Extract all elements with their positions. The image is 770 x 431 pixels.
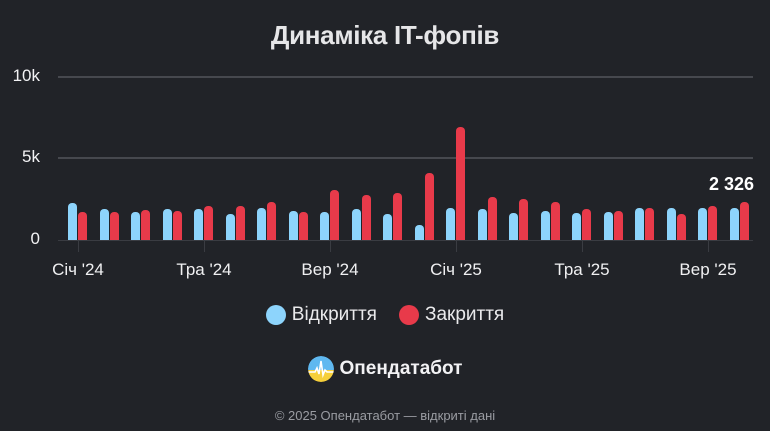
y-tick-label: 10k <box>12 66 40 85</box>
legend-label: Закриття <box>424 304 505 325</box>
closings-bar[interactable] <box>519 199 528 240</box>
openings-bar[interactable] <box>99 209 109 240</box>
openings-bar[interactable] <box>477 209 487 240</box>
legend-item-openings[interactable]: Відкриття <box>265 304 377 326</box>
closings-bar[interactable] <box>739 202 749 240</box>
openings-bar[interactable] <box>68 203 77 240</box>
closings-bar[interactable] <box>204 206 213 240</box>
x-tick-label: Січ '24 <box>52 260 104 279</box>
opendatabot-logo-icon <box>307 356 334 382</box>
openings-bar[interactable] <box>729 208 739 240</box>
brand-name: Опендатабот <box>339 358 463 379</box>
x-tick-label: Вер '25 <box>679 260 737 279</box>
x-tick-label: Січ '25 <box>430 260 482 279</box>
legend-item-closings[interactable]: Закриття <box>398 304 505 326</box>
openings-bar[interactable] <box>603 212 613 240</box>
closings-bar[interactable] <box>393 193 402 240</box>
x-tick-mark <box>708 241 709 252</box>
value-annotation: 2 326 <box>708 174 755 194</box>
closings-bar[interactable] <box>109 212 119 240</box>
x-tick-label: Тра '25 <box>554 260 610 279</box>
closings-bar[interactable] <box>582 209 591 240</box>
openings-bar[interactable] <box>225 214 235 240</box>
closings-bar[interactable] <box>424 173 434 240</box>
openings-bar[interactable] <box>635 208 644 240</box>
closings-bar[interactable] <box>487 197 497 240</box>
gridline-5k <box>58 157 753 159</box>
x-tick-mark <box>456 241 457 252</box>
closings-bar[interactable] <box>141 210 150 240</box>
x-tick-mark <box>330 241 331 252</box>
chart-title: Динаміка IT-фопів <box>270 20 500 50</box>
x-tick-mark <box>204 241 205 252</box>
openings-bar[interactable] <box>414 225 424 240</box>
y-tick-label: 5k <box>22 147 40 166</box>
closings-bar[interactable] <box>456 127 465 240</box>
openings-bar[interactable] <box>257 208 266 240</box>
closings-bar[interactable] <box>676 214 686 240</box>
x-axis-baseline <box>58 240 753 241</box>
closings-bar[interactable] <box>330 190 339 240</box>
closings-bar[interactable] <box>78 212 87 240</box>
openings-bar[interactable] <box>540 211 550 240</box>
openings-bar[interactable] <box>572 213 581 240</box>
openings-bar[interactable] <box>320 212 329 240</box>
openings-bar[interactable] <box>194 209 203 240</box>
openings-bar[interactable] <box>666 208 676 240</box>
closings-bar[interactable] <box>708 206 717 240</box>
openings-bar[interactable] <box>446 208 455 240</box>
gridline-10k <box>58 76 753 78</box>
closings-bar[interactable] <box>298 212 308 240</box>
brand-logo-block: Опендатабот <box>0 356 770 382</box>
closings-bar[interactable] <box>172 211 182 240</box>
closings-dot-icon <box>398 305 419 325</box>
openings-bar[interactable] <box>288 211 298 240</box>
openings-bar[interactable] <box>131 212 140 240</box>
openings-bar[interactable] <box>383 214 392 240</box>
x-tick-label: Вер '24 <box>301 260 359 279</box>
closings-bar[interactable] <box>361 195 371 240</box>
openings-bar[interactable] <box>509 213 518 240</box>
x-tick-mark <box>582 241 583 252</box>
y-tick-label: 0 <box>30 229 40 248</box>
legend-label: Відкриття <box>291 304 377 325</box>
closings-bar[interactable] <box>613 211 623 240</box>
x-tick-mark <box>78 241 79 252</box>
closings-bar[interactable] <box>550 202 560 240</box>
openings-bar[interactable] <box>351 209 361 240</box>
footer-copyright: © 2025 Опендатабот — відкриті дані <box>274 408 496 423</box>
closings-bar[interactable] <box>267 202 276 240</box>
openings-bar[interactable] <box>698 208 707 240</box>
openings-dot-icon <box>265 305 286 325</box>
x-tick-label: Тра '24 <box>176 260 232 279</box>
bar-chart: 10k 5k 0 Січ '24 Тра '24 Вер '24 Січ '25 Тра… <box>12 66 755 279</box>
closings-bar[interactable] <box>645 208 654 240</box>
closings-bar[interactable] <box>235 206 245 240</box>
legend: Відкриття Закриття <box>0 304 770 326</box>
openings-bar[interactable] <box>162 209 172 240</box>
